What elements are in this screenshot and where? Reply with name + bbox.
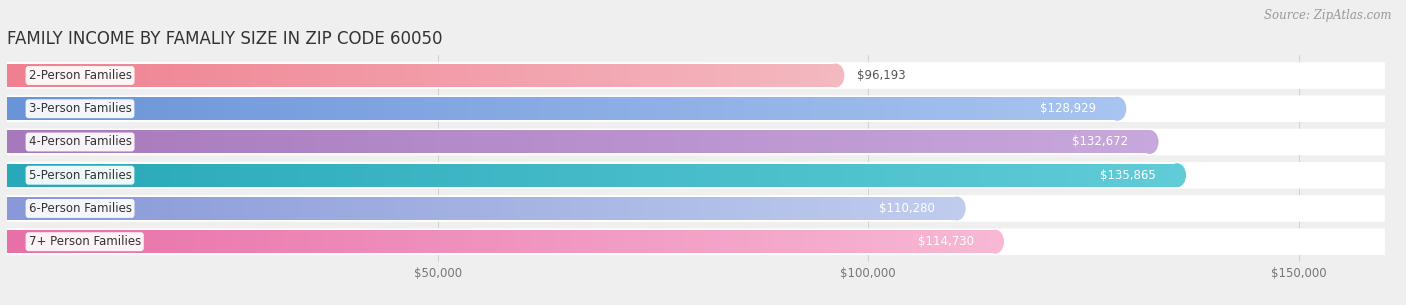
Text: 4-Person Families: 4-Person Families: [28, 135, 132, 149]
Ellipse shape: [1142, 131, 1157, 153]
Text: $96,193: $96,193: [856, 69, 905, 82]
FancyBboxPatch shape: [7, 162, 1385, 188]
FancyBboxPatch shape: [7, 62, 1385, 89]
Text: $132,672: $132,672: [1071, 135, 1128, 149]
FancyBboxPatch shape: [7, 195, 1385, 222]
Text: $135,865: $135,865: [1099, 169, 1156, 182]
Text: 5-Person Families: 5-Person Families: [28, 169, 131, 182]
Ellipse shape: [949, 197, 965, 220]
Text: 7+ Person Families: 7+ Person Families: [28, 235, 141, 248]
Text: 2-Person Families: 2-Person Families: [28, 69, 132, 82]
Text: $110,280: $110,280: [879, 202, 935, 215]
FancyBboxPatch shape: [7, 95, 1385, 122]
Text: 6-Person Families: 6-Person Families: [28, 202, 132, 215]
Ellipse shape: [1109, 97, 1126, 120]
FancyBboxPatch shape: [7, 129, 1385, 155]
Text: Source: ZipAtlas.com: Source: ZipAtlas.com: [1264, 9, 1392, 22]
Ellipse shape: [1168, 164, 1185, 187]
Text: 3-Person Families: 3-Person Families: [28, 102, 131, 115]
Text: FAMILY INCOME BY FAMALIY SIZE IN ZIP CODE 60050: FAMILY INCOME BY FAMALIY SIZE IN ZIP COD…: [7, 30, 443, 48]
FancyBboxPatch shape: [7, 228, 1385, 255]
Ellipse shape: [987, 230, 1004, 253]
Text: $114,730: $114,730: [918, 235, 973, 248]
Text: $128,929: $128,929: [1039, 102, 1095, 115]
Ellipse shape: [827, 64, 844, 87]
